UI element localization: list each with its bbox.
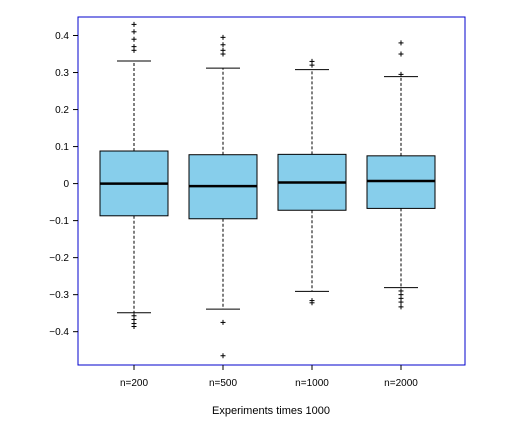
y-tick-label: 0 — [63, 179, 69, 190]
x-tick-label: n=2000 — [384, 378, 418, 389]
y-axis: 0.4 0.3 0.2 0.1 0 −0.1 −0.2 −0.3 −0.4 — [49, 31, 78, 338]
y-tick-label: 0.4 — [55, 31, 69, 42]
outlier-point — [220, 34, 226, 40]
outlier-point — [309, 62, 315, 68]
outlier-point — [398, 299, 404, 305]
y-tick-label: −0.4 — [49, 327, 69, 338]
y-tick-label: 0.1 — [55, 142, 69, 153]
y-tick-label: −0.3 — [49, 290, 69, 301]
y-tick-label: 0.2 — [55, 105, 69, 116]
outlier-point — [131, 29, 137, 35]
y-tick-label: 0.3 — [55, 68, 69, 79]
box-n=500 — [188, 34, 258, 359]
outlier-point — [131, 323, 137, 329]
x-tick-label: n=500 — [209, 378, 238, 389]
box-n=1000 — [277, 58, 347, 306]
y-tick-label: −0.1 — [49, 216, 69, 227]
boxes-layer — [99, 21, 436, 359]
outlier-point — [220, 51, 226, 57]
x-axis: n=200 n=500 n=1000 n=2000 — [120, 365, 418, 389]
outlier-point — [398, 304, 404, 310]
box-n=200 — [99, 21, 169, 329]
outlier-point — [398, 51, 404, 57]
y-tick-label: −0.2 — [49, 253, 69, 264]
outlier-point — [131, 36, 137, 42]
box-n=2000 — [366, 40, 436, 310]
outlier-point — [220, 319, 226, 325]
outlier-point — [131, 21, 137, 27]
x-tick-label: n=200 — [120, 378, 149, 389]
outlier-point — [220, 42, 226, 48]
outlier-point — [220, 353, 226, 359]
plot-frame — [77, 16, 466, 366]
outlier-point — [398, 71, 404, 77]
outlier-point — [309, 300, 315, 306]
x-axis-title: Experiments times 1000 — [212, 405, 330, 417]
outlier-point — [131, 47, 137, 53]
outlier-point — [398, 40, 404, 46]
x-tick-label: n=1000 — [295, 378, 329, 389]
